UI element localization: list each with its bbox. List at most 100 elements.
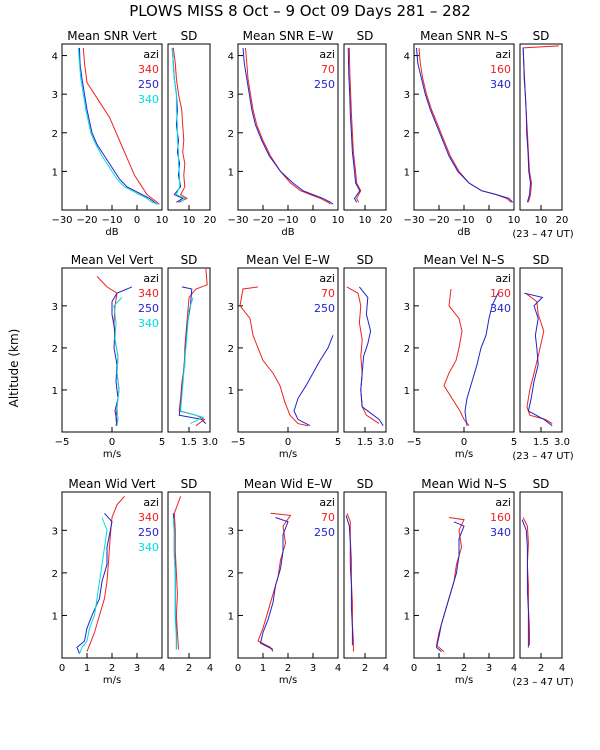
panel-title: Mean Wid E–W (244, 477, 332, 491)
x-axis-label: dB (105, 227, 118, 238)
x-tick-label: 0 (461, 437, 467, 448)
y-tick-label: 4 (228, 52, 234, 63)
panel-title: Mean Vel Vert (71, 253, 154, 267)
x-tick-label: 4 (383, 663, 389, 674)
chart-panel-11: SD 1.5 3.0 (23 – 47 UT) (512, 253, 573, 462)
x-tick-label: 20 (556, 215, 569, 226)
x-axis-label: dB (281, 227, 294, 238)
series-line-340 (86, 495, 125, 652)
y-tick-label: 2 (228, 129, 234, 140)
x-tick-label: 1 (436, 663, 442, 674)
panel-title: SD (533, 477, 550, 491)
panel-title: Mean SNR E–W (243, 29, 334, 43)
chart-panel-2: Mean SNR E–W −30 −20 −10 0 10 1 2 3 4 dB azi 70 250 (227, 29, 344, 238)
series-line-340 (79, 517, 108, 654)
legend-title: azi (143, 272, 159, 285)
y-tick-label: 1 (228, 611, 234, 622)
x-tick-label: 10 (156, 215, 169, 226)
x-tick-label: 0 (235, 663, 241, 674)
series-line-70 (245, 47, 331, 205)
panels-group: Mean SNR Vert−30 −20 −10 0 101234dBazi340250… (51, 29, 573, 688)
y-tick-label: 4 (52, 52, 58, 63)
y-tick-label: 1 (404, 611, 410, 622)
x-tick-label: 4 (159, 663, 165, 674)
y-tick-label: 3 (228, 302, 234, 313)
x-tick-label: 2 (538, 663, 544, 674)
panel-frame (167, 267, 211, 433)
legend-entry: 340 (138, 317, 159, 330)
panel-frame (519, 267, 563, 433)
y-tick-label: 3 (52, 90, 58, 101)
panel-frame (167, 43, 211, 211)
series-line-250 (293, 335, 334, 427)
series-line-sd-1 (347, 47, 361, 203)
series-line-sd-0 (346, 286, 380, 425)
x-tick-label: 1.5 (533, 437, 549, 448)
y-tick-label: 2 (404, 344, 410, 355)
series-line-sd-1 (522, 47, 532, 203)
chart-panel-13: SD 2 4 (167, 477, 213, 674)
legend-entry: 70 (321, 511, 335, 524)
x-tick-label: 20 (204, 215, 217, 226)
y-tick-label: 1 (404, 386, 410, 397)
series-line-340 (435, 521, 465, 652)
panel-frame (343, 267, 387, 433)
legend-entry: 250 (138, 526, 159, 539)
legend-entry: 340 (138, 511, 159, 524)
y-tick-label: 3 (228, 90, 234, 101)
y-tick-label: 2 (404, 569, 410, 580)
y-tick-label: 2 (228, 569, 234, 580)
legend-title: azi (319, 272, 335, 285)
x-tick-label: −30 (51, 215, 72, 226)
panel-title: SD (533, 29, 550, 43)
x-axis-label: m/s (103, 449, 121, 460)
legend-entry: 340 (490, 526, 511, 539)
x-tick-label: 1 (84, 663, 90, 674)
series-line-340 (96, 276, 120, 426)
legend-title: azi (319, 496, 335, 509)
figure-title: PLOWS MISS 8 Oct – 9 Oct 09 Days 281 – 2… (129, 2, 471, 20)
x-tick-label: 10 (535, 215, 548, 226)
series-line-sd-1 (345, 515, 353, 646)
x-tick-label: 3.0 (378, 437, 394, 448)
legend-title: azi (495, 272, 511, 285)
panel-title: Mean Vel E–W (246, 253, 330, 267)
x-tick-label: 2 (285, 663, 291, 674)
series-line-sd-0 (172, 47, 188, 203)
series-line-sd-1 (521, 519, 529, 648)
chart-panel-0: Mean SNR Vert −30 −20 −10 0 10 1 2 3 4 dB azi 340 250… (51, 29, 168, 238)
chart-panel-3: SD 10 20 (343, 29, 392, 226)
x-tick-label: −20 (252, 215, 273, 226)
y-tick-label: 1 (52, 611, 58, 622)
x-tick-label: −20 (76, 215, 97, 226)
panel-title: SD (357, 253, 374, 267)
series-line-160 (443, 288, 470, 427)
panel-title: SD (181, 477, 198, 491)
x-tick-label: −5 (55, 437, 70, 448)
x-tick-label: 10 (508, 215, 521, 226)
x-axis-label: m/s (279, 449, 297, 460)
legend-entry: 340 (490, 302, 511, 315)
legend-entry: 340 (138, 541, 159, 554)
series-line-70 (257, 512, 292, 652)
series-line-sd-2 (180, 297, 205, 425)
x-tick-label: 0 (59, 663, 65, 674)
panel-title: SD (181, 29, 198, 43)
x-tick-label: 2 (109, 663, 115, 674)
panel-title: Mean Wid N–S (421, 477, 506, 491)
series-line-sd-1 (359, 286, 384, 426)
legend-entry: 250 (314, 526, 335, 539)
chart-panel-8: Mean Vel E–W −5 0 5 1 2 3 m/s azi 70 250 (228, 253, 342, 460)
x-tick-label: 5 (335, 437, 341, 448)
chart-panel-6: Mean Vel Vert −5 0 5 1 2 3 m/s azi 340 250 340 (52, 253, 166, 460)
chart-panel-10: Mean Vel N–S −5 0 5 1 2 3 m/s azi 160 340 (404, 253, 518, 460)
x-tick-label: 1 (260, 663, 266, 674)
x-tick-label: 5 (511, 437, 517, 448)
series-line-340 (82, 47, 160, 205)
x-tick-label: 0 (134, 215, 140, 226)
legend-entry: 250 (138, 78, 159, 91)
y-tick-label: 3 (228, 526, 234, 537)
y-tick-label: 1 (52, 167, 58, 178)
x-tick-label: 4 (559, 663, 565, 674)
